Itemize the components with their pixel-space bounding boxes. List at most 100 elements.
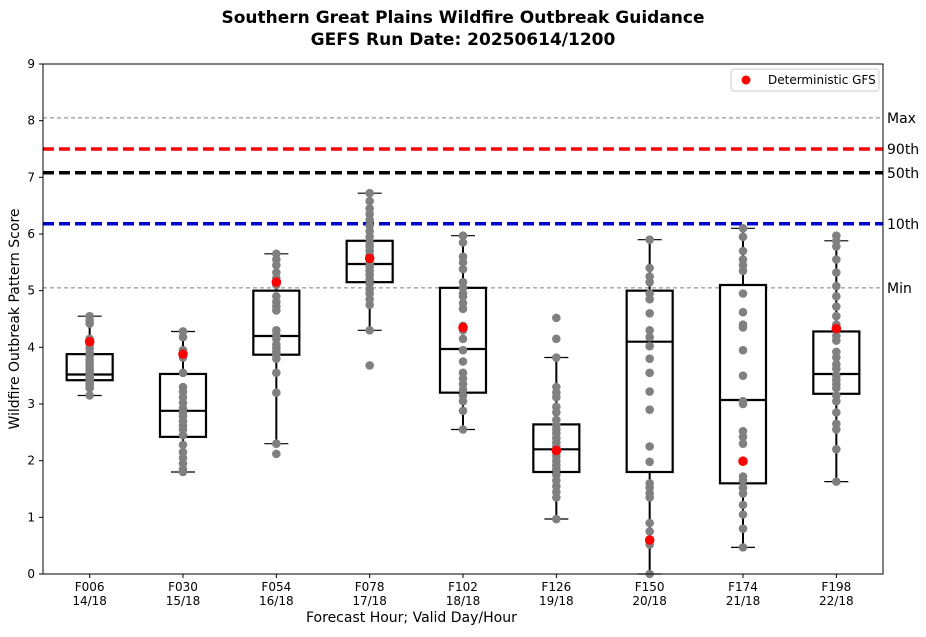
deterministic-gfs-point bbox=[84, 336, 95, 347]
deterministic-gfs-point bbox=[551, 445, 562, 456]
ensemble-member-point bbox=[738, 289, 748, 298]
ensemble-member-point bbox=[738, 439, 748, 448]
ensemble-member-point bbox=[272, 439, 281, 448]
ensemble-member-point bbox=[645, 332, 654, 342]
ensemble-member-point bbox=[832, 396, 841, 406]
ensemble-member-point bbox=[178, 332, 188, 342]
ensemble-member-point bbox=[178, 467, 188, 477]
ensemble-member-point bbox=[85, 391, 94, 400]
ensemble-member-point bbox=[552, 408, 561, 417]
ensemble-member-point bbox=[738, 543, 748, 552]
chart-subtitle: GEFS Run Date: 20250614/1200 bbox=[311, 30, 616, 50]
y-axis-label: Wildfire Outbreak Pattern Score bbox=[7, 208, 23, 429]
y-tick-label: 2 bbox=[27, 454, 35, 468]
ensemble-member-point bbox=[552, 493, 561, 502]
ensemble-member-point bbox=[645, 354, 654, 363]
ensemble-member-point bbox=[85, 383, 94, 393]
reference-line-label: 50th bbox=[887, 166, 919, 182]
x-tick-valid: 14/18 bbox=[72, 594, 107, 608]
plot-frame bbox=[42, 63, 884, 575]
box-plots bbox=[65, 188, 861, 579]
ensemble-member-point bbox=[738, 323, 748, 332]
box-F198 bbox=[812, 231, 861, 486]
x-tick-hour: F078 bbox=[355, 580, 385, 594]
x-tick-hour: F150 bbox=[635, 580, 665, 594]
legend-marker bbox=[741, 75, 751, 85]
ensemble-member-point bbox=[832, 445, 841, 454]
reference-line-label: 90th bbox=[887, 142, 919, 158]
ensemble-member-point bbox=[832, 364, 841, 374]
ensemble-member-point bbox=[458, 334, 468, 344]
box-F030 bbox=[158, 327, 208, 477]
ensemble-member-point bbox=[458, 406, 468, 416]
ensemble-member-point bbox=[832, 336, 841, 345]
y-tick-label: 7 bbox=[27, 170, 35, 184]
ensemble-member-point bbox=[832, 408, 841, 417]
ensemble-member-point bbox=[645, 387, 654, 396]
ensemble-member-point bbox=[832, 477, 841, 486]
box-F054 bbox=[252, 249, 301, 459]
iqr-box bbox=[718, 283, 768, 485]
box-F126 bbox=[532, 313, 581, 524]
y-tick-label: 6 bbox=[27, 227, 35, 241]
ensemble-member-point bbox=[645, 235, 654, 244]
ensemble-member-point bbox=[832, 268, 841, 277]
x-tick-hour: F030 bbox=[168, 580, 198, 594]
ensemble-member-point bbox=[272, 306, 281, 315]
deterministic-gfs-point bbox=[738, 456, 748, 467]
reference-line-label: Max bbox=[887, 111, 916, 127]
reference-line-label: 10th bbox=[887, 217, 919, 233]
ensemble-member-point bbox=[85, 319, 94, 328]
ensemble-member-point bbox=[552, 313, 561, 323]
ensemble-member-point bbox=[552, 353, 561, 362]
ensemble-member-point bbox=[832, 281, 841, 291]
ensemble-member-point bbox=[178, 368, 188, 378]
y-tick-label: 0 bbox=[27, 567, 35, 581]
x-tick-valid: 21/18 bbox=[726, 594, 761, 608]
ensemble-member-point bbox=[832, 255, 841, 264]
x-tick-hour: F054 bbox=[261, 580, 291, 594]
ensemble-member-point bbox=[738, 432, 748, 442]
x-tick-valid: 15/18 bbox=[166, 594, 201, 608]
ensemble-member-point bbox=[738, 510, 748, 519]
ensemble-member-point bbox=[458, 304, 468, 314]
legend-box bbox=[730, 68, 880, 92]
ensemble-member-point bbox=[645, 405, 654, 414]
ensemble-member-point bbox=[178, 440, 188, 450]
ensemble-member-point bbox=[738, 371, 748, 380]
ensemble-member-point bbox=[738, 307, 748, 317]
legend-label: Deterministic GFS bbox=[768, 73, 876, 87]
x-tick-hour: F126 bbox=[541, 580, 571, 594]
ensemble-member-point bbox=[645, 442, 654, 451]
ensemble-member-point bbox=[645, 263, 654, 273]
deterministic-gfs-point bbox=[644, 535, 655, 545]
ensemble-member-point bbox=[272, 354, 281, 363]
ensemble-member-point bbox=[458, 292, 468, 301]
x-axis-label: Forecast Hour; Valid Day/Hour bbox=[306, 610, 517, 626]
ensemble-member-point bbox=[738, 232, 748, 242]
x-tick-hour: F102 bbox=[448, 580, 478, 594]
ensemble-member-point bbox=[832, 311, 841, 321]
ensemble-member-point bbox=[458, 425, 468, 434]
ensemble-member-point bbox=[272, 388, 281, 397]
x-tick-hour: F174 bbox=[728, 580, 758, 594]
ensemble-member-point bbox=[832, 353, 841, 362]
x-tick-valid: 20/18 bbox=[632, 594, 667, 608]
ensemble-member-point bbox=[458, 258, 468, 267]
box-F102 bbox=[438, 231, 488, 434]
y-tick-label: 8 bbox=[27, 114, 35, 128]
ensemble-member-point bbox=[645, 277, 654, 287]
ensemble-member-point bbox=[272, 368, 281, 378]
ensemble-member-point bbox=[645, 527, 654, 536]
ensemble-member-point bbox=[552, 514, 561, 524]
box-F078 bbox=[345, 188, 394, 370]
ensemble-member-point bbox=[365, 361, 374, 370]
ensemble-member-point bbox=[738, 500, 748, 510]
ensemble-member-point bbox=[738, 266, 748, 276]
ensemble-member-point bbox=[365, 326, 374, 335]
x-tick-valid: 16/18 bbox=[259, 594, 294, 608]
ensemble-member-point bbox=[832, 383, 841, 393]
x-tick-hour: F006 bbox=[75, 580, 105, 594]
